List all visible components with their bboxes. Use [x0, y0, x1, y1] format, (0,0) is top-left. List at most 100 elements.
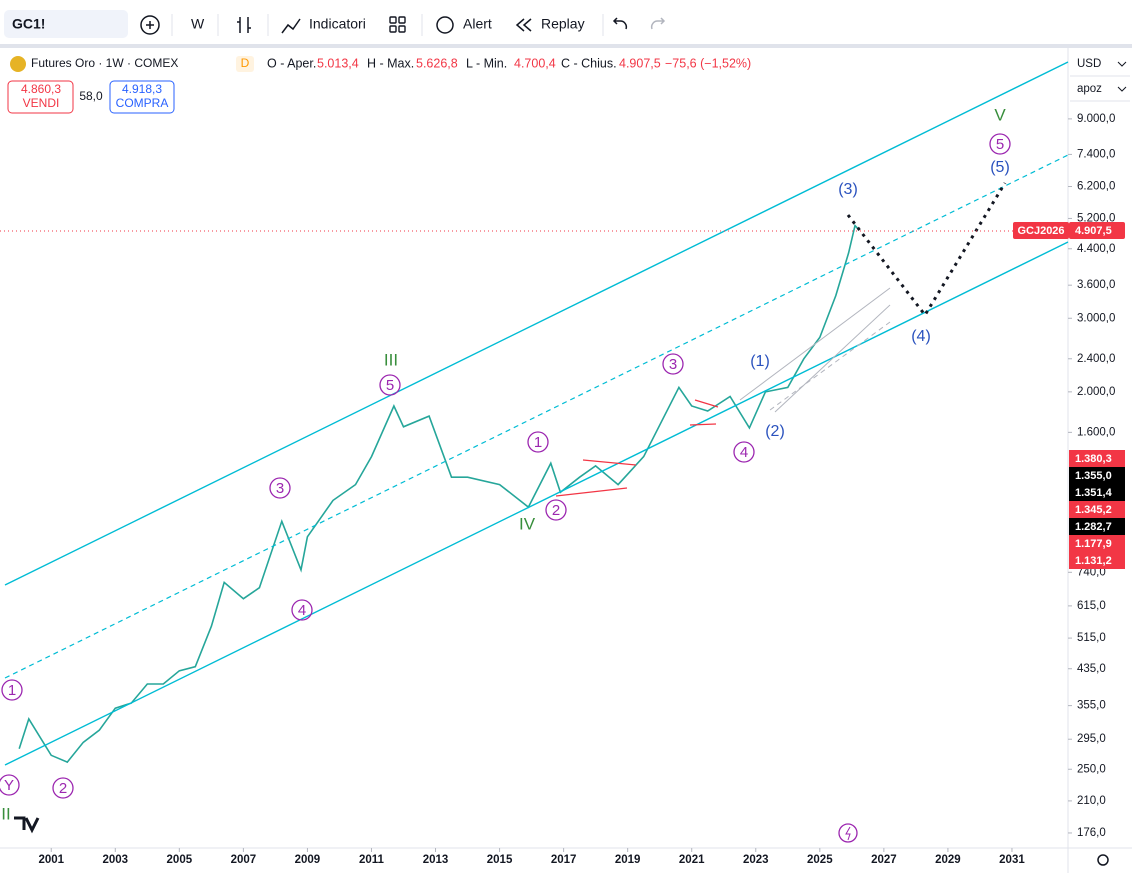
badge-text: 1.380,3 — [1075, 453, 1112, 465]
chart-type-icon[interactable] — [237, 17, 251, 33]
x-tick-label: 2009 — [295, 854, 321, 866]
wave-label: (3) — [838, 181, 858, 198]
interval[interactable]: W — [191, 16, 205, 32]
close-value: 4.907,5 — [619, 56, 661, 70]
channel-lower — [4, 241, 1069, 766]
close-label: C - Chius. — [561, 56, 617, 70]
events-icon[interactable] — [838, 823, 858, 843]
indicators-button[interactable]: Indicatori — [309, 16, 366, 32]
y-tick-label: 2.000,0 — [1077, 386, 1115, 398]
buy-price[interactable]: 4.918,3 — [122, 82, 162, 96]
price-line — [18, 223, 859, 764]
channel-upper — [4, 61, 1069, 586]
toolbar-border — [0, 44, 1132, 48]
add-icon[interactable] — [140, 15, 160, 35]
y-tick-label: 7.400,0 — [1077, 148, 1115, 160]
instrument: Futures Oro · 1W · COMEX — [31, 56, 178, 70]
replay-button[interactable]: Replay — [541, 16, 585, 32]
badge-text: 1.351,4 — [1075, 487, 1113, 499]
wave-circle — [527, 431, 549, 453]
y-tick-label: 1.600,0 — [1077, 426, 1115, 438]
badge-text: 1.177,9 — [1075, 538, 1112, 550]
open-label: O - Aper. — [267, 56, 316, 70]
y-tick-label: 2.400,0 — [1077, 353, 1115, 365]
buy-button[interactable] — [109, 80, 175, 114]
session: D — [241, 56, 250, 70]
x-tick-label: 2015 — [487, 854, 513, 866]
triangle — [689, 399, 719, 426]
wave-label: II — [1, 804, 10, 823]
wave-label: Y — [4, 777, 14, 794]
symbol[interactable]: GC1! — [12, 16, 45, 32]
x-tick-label: 2017 — [551, 854, 577, 866]
wave-labels: 1 Y 2 3 4 5 1 2 3 4 5 II III IV V (1) (2… — [0, 105, 1011, 823]
wave-label: 4 — [740, 444, 748, 461]
last-price-badge — [1069, 222, 1125, 239]
layouts-icon[interactable] — [389, 16, 406, 33]
wave-label: 5 — [996, 136, 1004, 153]
x-tick-label: 2005 — [167, 854, 193, 866]
x-tick-label: 2013 — [423, 854, 449, 866]
sub-channel — [739, 287, 891, 401]
y-tick-label: 740,0 — [1077, 566, 1106, 578]
badge-text: 1.131,2 — [1075, 555, 1112, 567]
badge — [1069, 501, 1125, 518]
y-tick-label: 295,0 — [1077, 733, 1106, 745]
x-tick-label: 2019 — [615, 854, 641, 866]
badge-text: 1.355,0 — [1075, 470, 1112, 482]
legend: Futures Oro · 1W · COMEX D O - Aper. 5.0… — [0, 50, 760, 114]
contract-badge — [1013, 222, 1069, 239]
y-tick-label: 5.200,0 — [1077, 212, 1115, 224]
x-tick-label: 2027 — [871, 854, 897, 866]
settings-icon[interactable] — [1097, 854, 1109, 866]
wave-circle — [0, 774, 20, 796]
alert-button[interactable]: Alert — [463, 16, 492, 32]
wave-label: 3 — [276, 480, 284, 497]
dropdown-icon — [1117, 61, 1127, 67]
wave-label: (5) — [990, 159, 1010, 176]
y-tick-label: 176,0 — [1077, 827, 1106, 839]
buy-label[interactable]: COMPRA — [116, 96, 169, 110]
badge — [1069, 552, 1125, 569]
currency[interactable]: USD — [1077, 58, 1101, 70]
badge-text: 1.282,7 — [1075, 521, 1112, 533]
y-tick-label: 615,0 — [1077, 600, 1106, 612]
add-icon — [146, 21, 154, 29]
y-tick-label: 435,0 — [1077, 663, 1106, 675]
sell-price[interactable]: 4.860,3 — [21, 82, 61, 96]
badge — [1069, 450, 1125, 467]
y-tick-label: 3.000,0 — [1077, 312, 1115, 324]
wave-circle — [269, 477, 291, 499]
legend-bg — [0, 50, 760, 76]
y-tick-label: 4.400,0 — [1077, 243, 1115, 255]
wave-label: 1 — [8, 682, 16, 699]
wave-label: 3 — [669, 356, 677, 373]
alert-icon[interactable] — [436, 16, 454, 34]
undo-icon[interactable] — [612, 17, 628, 30]
x-tick-label: 2003 — [102, 854, 128, 866]
y-tick-label: 210,0 — [1077, 795, 1106, 807]
wave-circle — [291, 599, 313, 621]
scale-mode[interactable]: apoz — [1077, 83, 1102, 95]
triangle — [555, 459, 637, 497]
last-price-badge-text: 4.907,5 — [1075, 225, 1112, 237]
redo-icon[interactable] — [650, 17, 666, 30]
y-tick-label: 9.000,0 — [1077, 113, 1115, 125]
wave-label: (4) — [911, 328, 931, 345]
replay-icon[interactable] — [515, 18, 532, 32]
symbol-logo — [10, 56, 26, 72]
y-tick-label: 355,0 — [1077, 700, 1106, 712]
contract-badge-text: GCJ2026 — [1017, 225, 1064, 237]
indicators-icon[interactable] — [281, 18, 301, 34]
wave-label: 4 — [298, 602, 306, 619]
wave-label: (1) — [750, 353, 770, 370]
toolbar: GC1! W Indicatori Alert Replay — [0, 10, 1132, 48]
sub-channel — [774, 304, 891, 413]
high-value: 5.626,8 — [416, 56, 458, 70]
x-tick-label: 2021 — [679, 854, 705, 866]
x-tick-label: 2007 — [231, 854, 257, 866]
sell-button[interactable] — [7, 80, 74, 114]
symbol-box[interactable] — [4, 10, 128, 38]
sell-label[interactable]: VENDI — [23, 96, 60, 110]
